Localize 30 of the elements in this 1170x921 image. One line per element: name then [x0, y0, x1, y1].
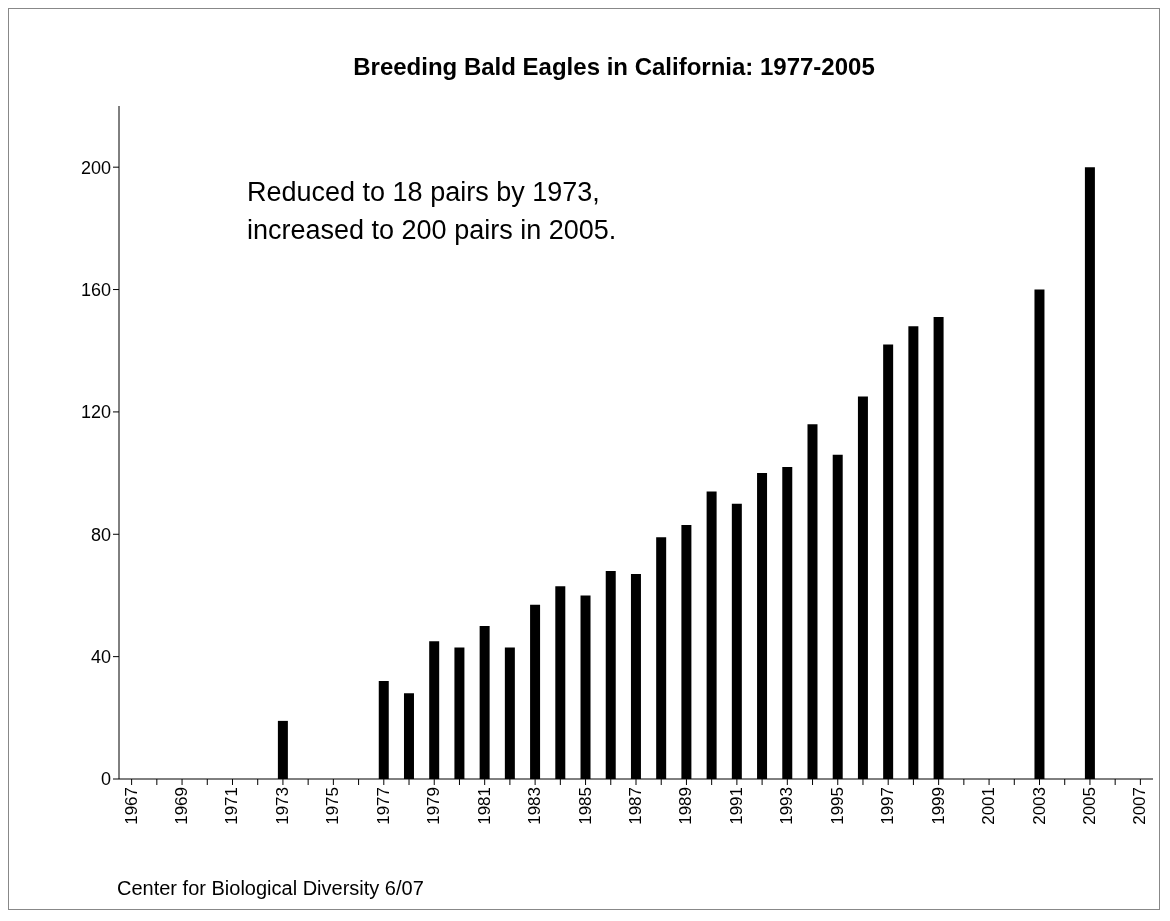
y-tick-label: 120 — [80, 402, 111, 423]
x-tick-label: 1967 — [121, 787, 141, 825]
y-tick-label: 0 — [100, 769, 111, 790]
x-tick-label: 1987 — [626, 787, 645, 825]
x-tick-label: 2003 — [1029, 787, 1049, 825]
annotation: Reduced to 18 pairs by 1973, increased to 200 pairs in 2005. — [247, 176, 617, 247]
x-tick-label: 2005 — [1079, 787, 1099, 825]
x-tick-label: 1999 — [928, 787, 948, 825]
x-tick-label: 1993 — [777, 787, 797, 825]
x-tick-label: 1977 — [373, 787, 393, 825]
x-tick-label: 2001 — [979, 787, 999, 825]
x-tick-label: 1991 — [726, 787, 746, 825]
x-tick-label: 1971 — [222, 787, 242, 825]
x-tick-label: 1981 — [474, 787, 494, 825]
x-tick-label: 1969 — [172, 787, 192, 825]
x-tick-label: 1989 — [676, 787, 696, 825]
y-tick-label: 200 — [80, 157, 111, 178]
chart-title: Breeding Bald Eagles in California: 1977-2005 — [352, 53, 876, 81]
x-tick-label: 1985 — [575, 787, 595, 825]
x-tick-label: 1973 — [272, 787, 292, 825]
y-tick-label: 160 — [80, 279, 111, 300]
x-tick-label: 1995 — [827, 787, 847, 825]
y-tick-label: 40 — [90, 647, 111, 668]
text: Center for Biological Diversity 6/07 — [117, 877, 424, 900]
x-tick-label: 2007 — [1130, 787, 1150, 825]
x-tick-label: 1983 — [525, 787, 545, 825]
y-tick-label: 80 — [90, 524, 111, 545]
x-tick-label: 1975 — [323, 787, 343, 825]
x-tick-label: 1997 — [878, 787, 898, 825]
x-tick-label: 1979 — [424, 787, 444, 825]
